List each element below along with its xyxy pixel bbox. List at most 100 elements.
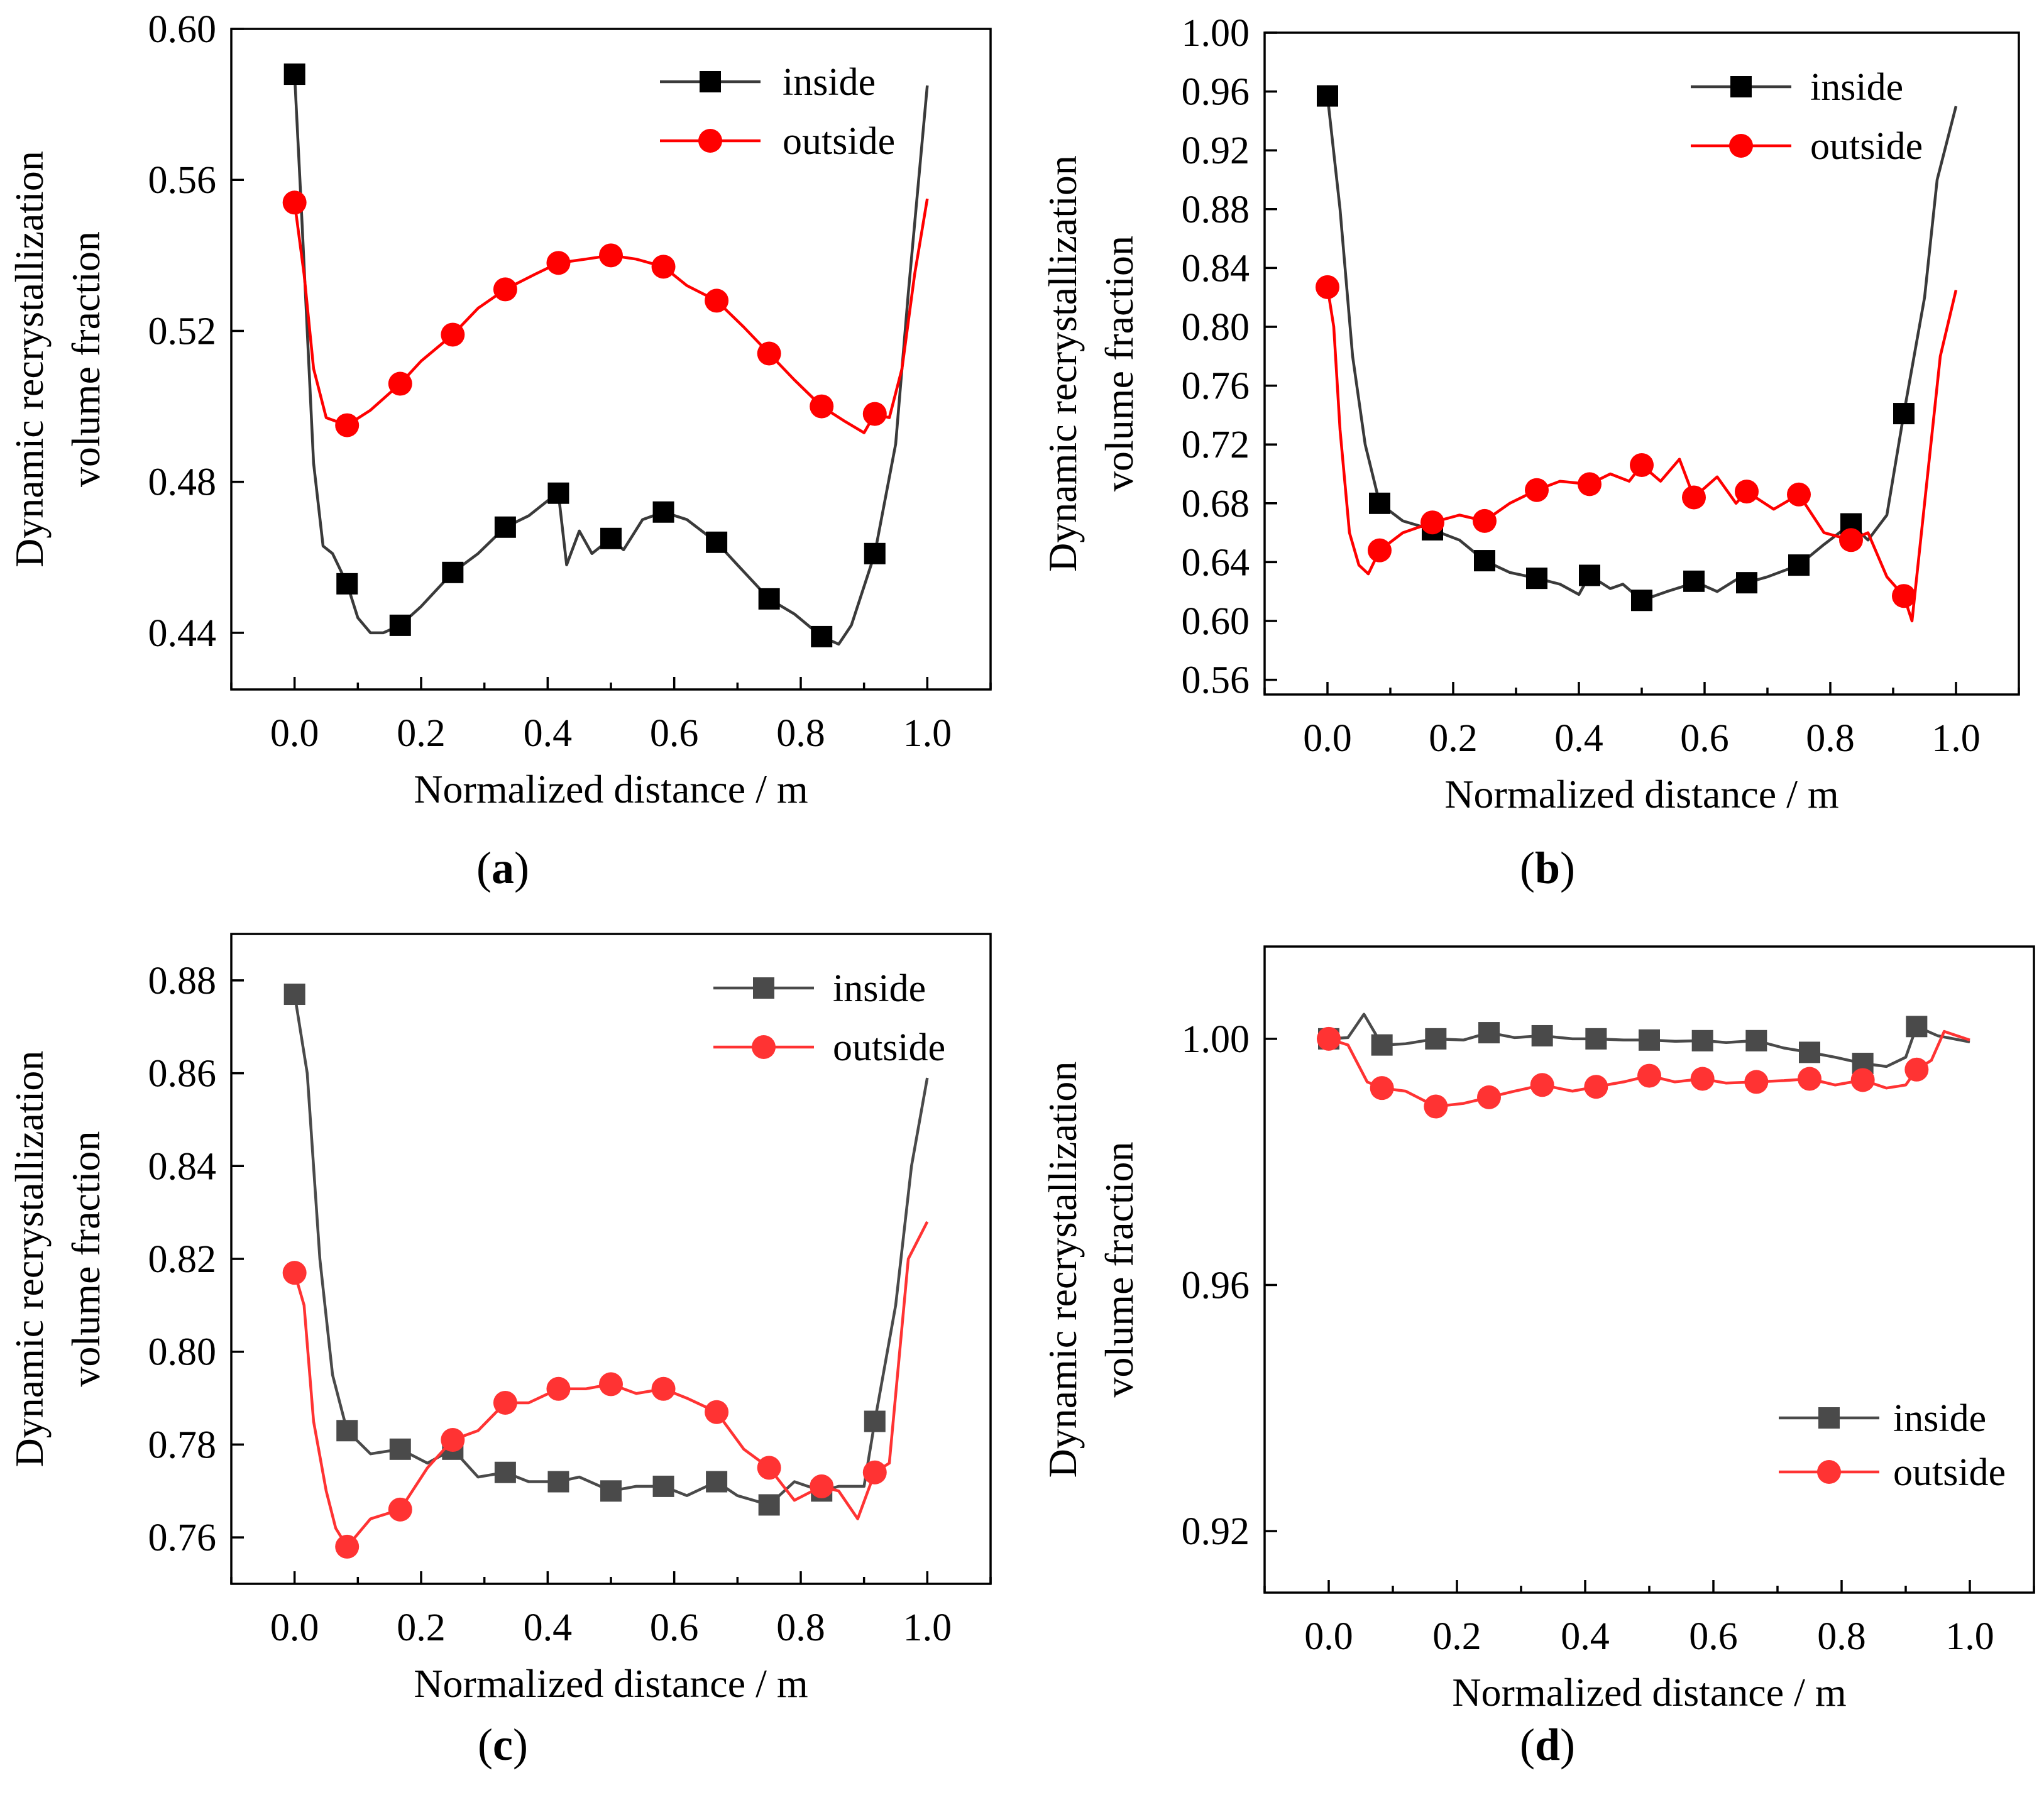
y-axis-label-line2-d: volume fraction	[1097, 1142, 1141, 1398]
y-tick-label-b: 0.76	[1182, 365, 1250, 408]
x-tick-label-c: 0.0	[270, 1606, 319, 1649]
x-tick-label-b: 1.0	[1931, 717, 1981, 760]
legend-label-outside: outside	[783, 120, 895, 163]
legend-swatch-marker-inside	[753, 977, 774, 999]
data-point-outside-b	[1892, 584, 1916, 608]
y-tick-label-a: 0.44	[148, 612, 217, 655]
y-tick-label-c: 0.86	[148, 1053, 217, 1095]
y-tick-label-c: 0.88	[148, 960, 217, 1002]
data-point-outside-b	[1787, 482, 1811, 507]
y-tick-label-b: 0.72	[1182, 424, 1250, 466]
y-axis-label-line1-c: Dynamic recrystallization	[7, 1051, 52, 1468]
y-tick-label-b: 0.92	[1182, 129, 1250, 172]
data-point-inside-a	[389, 614, 411, 636]
y-tick-label-b: 0.84	[1182, 247, 1250, 290]
data-point-inside-a	[283, 63, 305, 85]
data-point-inside-d	[1906, 1016, 1928, 1038]
x-tick-label-d: 0.2	[1432, 1615, 1481, 1658]
legend-d: inside outside	[1779, 1397, 2006, 1494]
legend-label-inside: inside	[833, 967, 926, 1010]
data-point-inside-c	[283, 984, 305, 1006]
series-line-outside-d	[1328, 1029, 1970, 1108]
data-point-outside-d	[1370, 1076, 1394, 1101]
data-point-outside-c	[651, 1376, 676, 1401]
y-tick-label-b: 0.60	[1182, 600, 1250, 643]
legend-label-inside: inside	[1810, 66, 1903, 109]
data-point-inside-a	[600, 527, 622, 549]
data-point-outside-c	[705, 1400, 729, 1424]
data-point-inside-d	[1478, 1022, 1500, 1044]
data-point-inside-b	[1579, 564, 1600, 586]
panel-label-d: (d)	[1520, 1720, 1575, 1770]
y-axis-label-line1-b: Dynamic recrystallization	[1040, 155, 1085, 572]
data-point-inside-a	[336, 573, 358, 595]
legend-swatch-marker-inside	[1818, 1407, 1840, 1429]
data-point-outside-b	[1473, 508, 1497, 533]
x-tick-label-d: 0.0	[1304, 1615, 1353, 1658]
data-point-inside-b	[1736, 572, 1757, 594]
data-point-inside-a	[547, 482, 569, 504]
x-tick-label-d: 0.4	[1561, 1615, 1610, 1658]
data-point-outside-c	[862, 1460, 887, 1485]
y-tick-label-c: 0.76	[148, 1517, 217, 1559]
data-point-outside-d	[1904, 1057, 1929, 1082]
data-point-inside-a	[811, 625, 833, 647]
y-tick-label-b: 0.56	[1182, 659, 1250, 702]
data-point-outside-a	[757, 341, 781, 366]
data-point-outside-b	[1368, 538, 1392, 563]
panel-label-a: (a)	[476, 843, 529, 893]
legend-label-inside: inside	[1893, 1397, 1986, 1440]
legend-swatch-marker-outside	[1729, 134, 1753, 158]
data-point-outside-c	[810, 1474, 834, 1498]
panel-label-b: (b)	[1520, 843, 1575, 893]
y-tick-label-a: 0.60	[148, 8, 217, 51]
data-point-outside-a	[862, 402, 887, 426]
data-point-inside-d	[1691, 1029, 1713, 1051]
data-point-inside-a	[864, 542, 886, 564]
x-tick-label-c: 0.8	[776, 1606, 825, 1649]
y-tick-label-b: 0.88	[1182, 189, 1250, 231]
legend-label-inside: inside	[783, 61, 876, 104]
legend-c: inside outside	[713, 967, 945, 1069]
y-axis-label-line1-a: Dynamic recrystallization	[7, 151, 52, 568]
data-point-outside-c	[546, 1376, 571, 1401]
x-tick-label-a: 1.0	[903, 712, 952, 755]
y-tick-label-c: 0.84	[148, 1145, 217, 1188]
x-tick-label-a: 0.6	[650, 712, 699, 755]
data-point-inside-a	[758, 588, 780, 610]
data-point-outside-a	[493, 277, 517, 302]
x-tick-label-b: 0.6	[1680, 717, 1729, 760]
legend-label-outside: outside	[1893, 1451, 2006, 1494]
panel-label-c: (c)	[478, 1720, 528, 1770]
data-point-outside-b	[1839, 528, 1863, 552]
x-tick-label-d: 0.8	[1817, 1615, 1866, 1658]
data-point-outside-b	[1316, 275, 1339, 299]
data-point-outside-d	[1850, 1068, 1875, 1092]
data-point-outside-a	[388, 371, 412, 396]
data-point-inside-b	[1369, 492, 1390, 514]
data-point-inside-c	[336, 1420, 358, 1442]
x-tick-label-c: 0.6	[650, 1606, 699, 1649]
x-tick-label-c: 0.2	[397, 1606, 446, 1649]
y-tick-label-a: 0.52	[148, 310, 217, 353]
x-tick-label-a: 0.8	[776, 712, 825, 755]
data-point-inside-c	[706, 1471, 728, 1493]
y-axis-label-line2-c: volume fraction	[63, 1131, 108, 1387]
data-point-outside-c	[388, 1497, 412, 1522]
y-tick-label-c: 0.80	[148, 1331, 217, 1374]
x-axis-label-c: Normalized distance / m	[414, 1661, 808, 1706]
data-point-outside-d	[1424, 1094, 1448, 1119]
x-tick-label-b: 0.4	[1554, 717, 1603, 760]
chart-panel-b: 0.0 0.2 0.4 0.6 0.8 1.0 0.56 0.60 0.64 0.68 0.72 0.…	[1040, 12, 2020, 893]
x-axis-label-d: Normalized distance / m	[1452, 1670, 1846, 1715]
data-point-inside-d	[1799, 1041, 1820, 1063]
legend-label-outside: outside	[1810, 125, 1923, 168]
data-point-outside-d	[1584, 1075, 1608, 1099]
y-tick-label-a: 0.48	[148, 461, 217, 504]
data-point-outside-a	[335, 413, 360, 437]
data-point-outside-d	[1690, 1067, 1715, 1091]
x-tick-label-b: 0.0	[1303, 717, 1352, 760]
legend-swatch-marker-outside	[1817, 1460, 1841, 1484]
data-point-outside-a	[810, 394, 834, 419]
